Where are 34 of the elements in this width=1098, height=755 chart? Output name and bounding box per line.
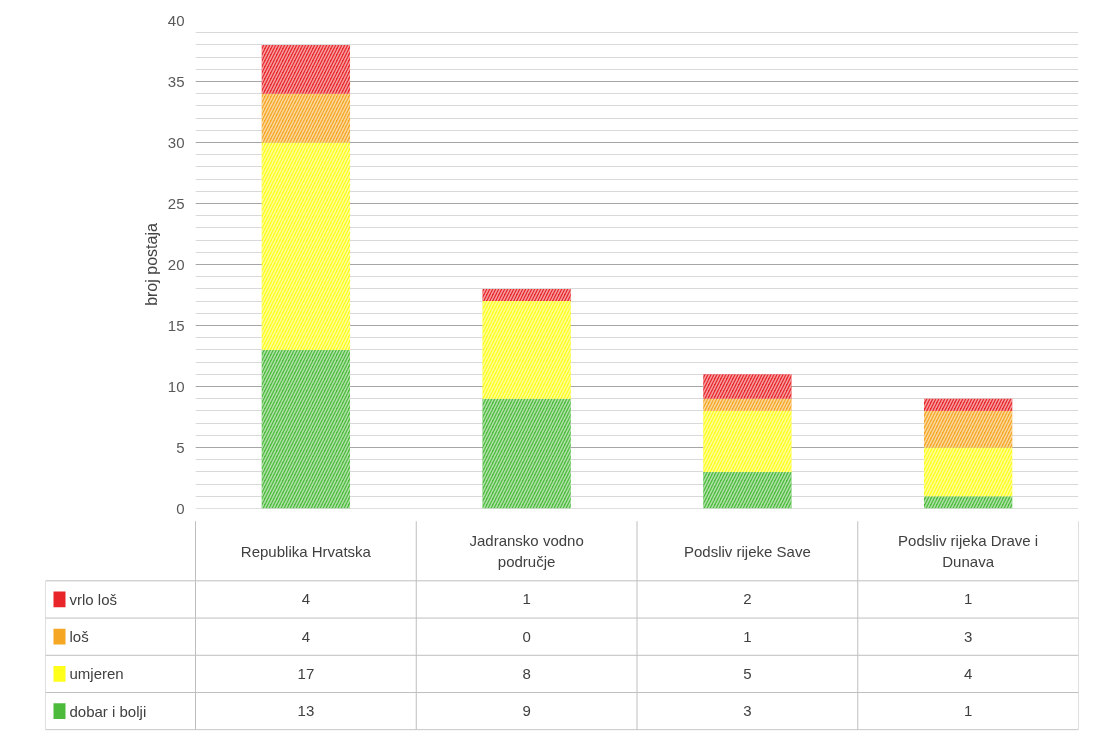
data-label: 1 bbox=[522, 590, 531, 608]
legend-label: loš bbox=[69, 628, 89, 646]
y-tick-label: 20 bbox=[167, 255, 185, 273]
x-tick-label: Podsliv rijeka Drave i Dunava bbox=[898, 532, 1039, 570]
y-tick-label: 5 bbox=[176, 438, 185, 456]
y-tick-label: 30 bbox=[167, 133, 185, 151]
y-tick-label: 35 bbox=[167, 72, 185, 90]
y-axis-title: broj postaja bbox=[142, 223, 160, 306]
y-tick-label: 15 bbox=[167, 316, 185, 334]
data-label: 4 bbox=[963, 664, 973, 682]
data-label: 3 bbox=[743, 702, 752, 720]
data-label: 5 bbox=[743, 664, 752, 682]
x-tick-label: Jadransko vodno područje bbox=[469, 532, 584, 570]
legend-label: vrlo loš bbox=[69, 590, 118, 608]
data-label: 4 bbox=[301, 590, 311, 608]
data-label: 0 bbox=[522, 627, 531, 645]
data-label: 17 bbox=[297, 664, 315, 682]
y-tick-label: 0 bbox=[176, 499, 185, 517]
data-label: 4 bbox=[301, 627, 311, 645]
x-tick-label: Podsliv rijeke Save bbox=[684, 542, 811, 560]
data-label: 1 bbox=[963, 702, 973, 720]
y-tick-label: 25 bbox=[167, 194, 185, 212]
legend-label: dobar i bolji bbox=[69, 702, 147, 720]
data-label: 1 bbox=[743, 627, 752, 645]
y-tick-label: 40 bbox=[167, 11, 185, 29]
data-label: 9 bbox=[522, 702, 531, 720]
x-tick-label: Republika Hrvatska bbox=[240, 542, 372, 560]
data-label: 1 bbox=[963, 590, 973, 608]
legend-label: umjeren bbox=[69, 665, 124, 683]
data-label: 13 bbox=[297, 702, 315, 720]
data-label: 3 bbox=[963, 627, 973, 645]
y-tick-label: 10 bbox=[167, 377, 185, 395]
data-label: 2 bbox=[743, 590, 752, 608]
data-label: 8 bbox=[522, 664, 531, 682]
